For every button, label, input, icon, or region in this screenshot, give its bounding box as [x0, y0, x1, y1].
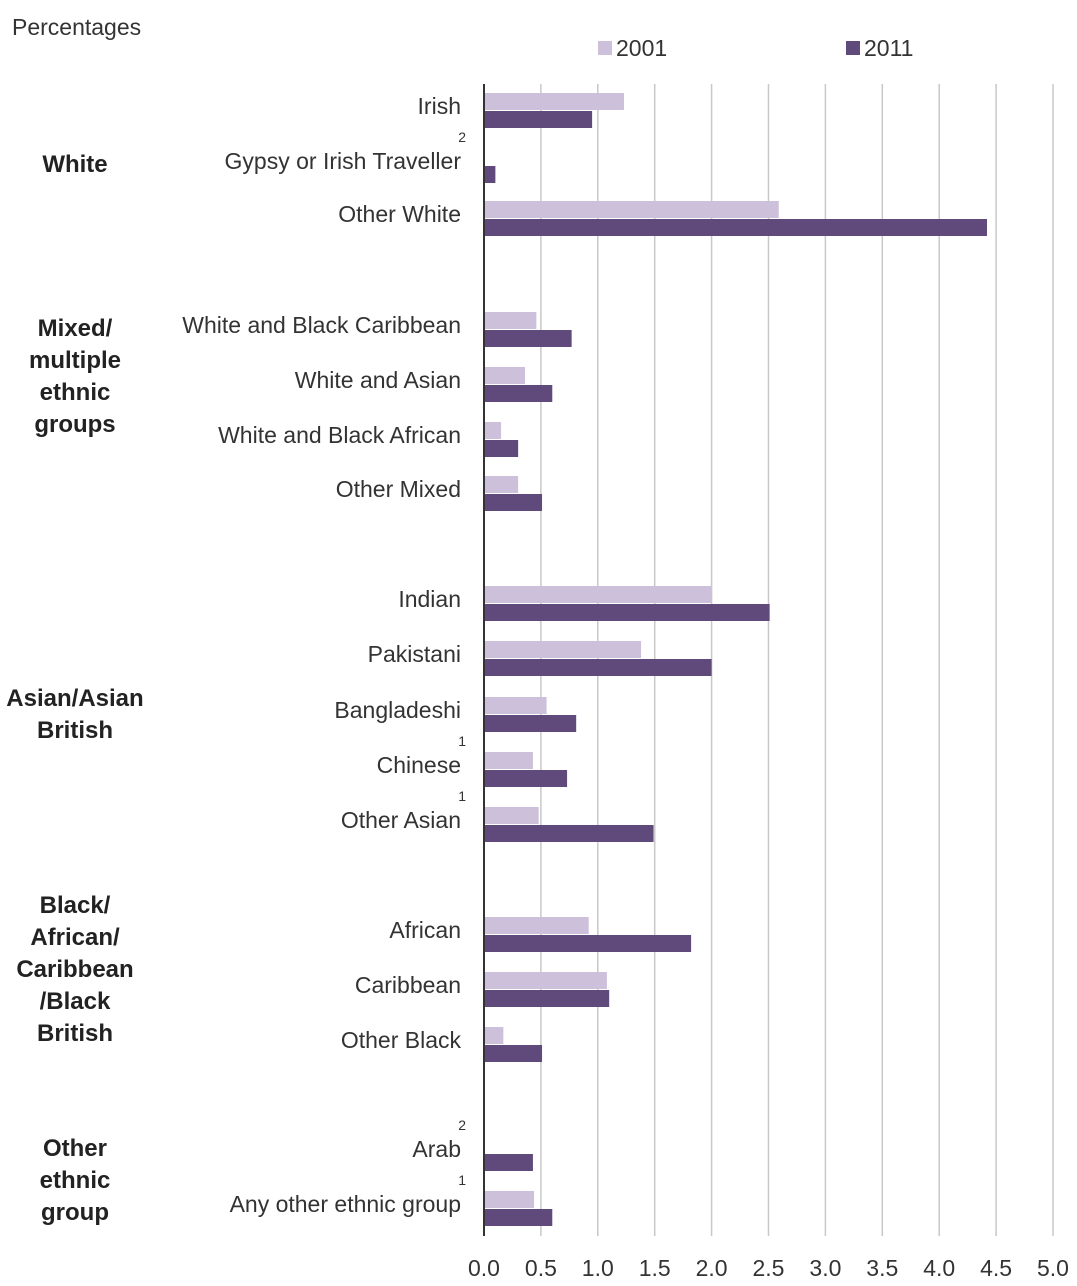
- footnote-marker: 1: [458, 788, 466, 804]
- bar-2011: [485, 1045, 543, 1062]
- footnote-marker: 2: [458, 129, 466, 145]
- x-tick-label: 3.5: [866, 1255, 898, 1281]
- bar-2001: [485, 312, 537, 329]
- legend-label-2001: 2001: [616, 34, 668, 61]
- x-tick-label: 4.5: [980, 1255, 1012, 1281]
- bar-2001: [485, 641, 642, 658]
- legend-label-2011: 2011: [864, 34, 914, 61]
- category-label: White and Black African: [218, 422, 461, 448]
- x-tick-label: 1.0: [582, 1255, 614, 1281]
- legend-item-2011: 2011: [846, 34, 913, 62]
- bar-2001: [485, 1191, 535, 1208]
- category-label: Caribbean: [355, 972, 461, 998]
- bar-2001: [485, 972, 607, 989]
- bar-2011: [485, 166, 496, 183]
- legend-item-2001: 2001: [598, 34, 667, 62]
- category-label: Pakistani: [368, 641, 461, 667]
- group-label: White: [42, 151, 107, 178]
- group-label: Mixed/: [38, 315, 113, 342]
- category-label: Any other ethnic group: [230, 1191, 461, 1217]
- bar-2011: [485, 770, 568, 787]
- category-label: Arab: [412, 1136, 461, 1162]
- category-label: African: [389, 917, 461, 943]
- x-tick-label: 3.0: [809, 1255, 841, 1281]
- bar-2001: [485, 586, 712, 603]
- x-tick-label: 0.5: [525, 1255, 557, 1281]
- group-label: British: [37, 1020, 113, 1047]
- bar-2011: [485, 935, 692, 952]
- category-label: White and Asian: [295, 367, 461, 393]
- category-label: Chinese: [377, 752, 461, 778]
- x-tick-label: 2.0: [696, 1255, 728, 1281]
- category-label: Other Mixed: [336, 476, 461, 502]
- bar-2011: [485, 494, 543, 511]
- category-label: Other White: [338, 201, 461, 227]
- bar-2011: [485, 219, 987, 236]
- bar-2001: [485, 917, 589, 934]
- x-tick-label: 1.5: [639, 1255, 671, 1281]
- group-label: British: [37, 717, 113, 744]
- x-tick-label: 2.5: [753, 1255, 785, 1281]
- category-label: Other Asian: [341, 807, 461, 833]
- x-tick-label: 4.0: [923, 1255, 955, 1281]
- bar-2011: [485, 715, 577, 732]
- bar-2011: [485, 330, 572, 347]
- x-tick-label: 0.0: [468, 1255, 500, 1281]
- group-label: Asian/Asian: [6, 685, 143, 712]
- group-label: African/: [30, 924, 120, 951]
- legend-swatch-2011: [846, 41, 860, 55]
- bar-2011: [485, 440, 519, 457]
- y-axis-unit-label: Percentages: [12, 14, 142, 40]
- group-label: Black/: [40, 892, 111, 919]
- group-label: Other: [43, 1135, 107, 1162]
- group-label: groups: [34, 411, 115, 438]
- group-label: ethnic: [40, 379, 111, 406]
- bar-2001: [485, 807, 539, 824]
- bar-2001: [485, 476, 519, 493]
- bar-2011: [485, 1154, 533, 1171]
- category-label: Irish: [418, 93, 461, 119]
- bar-2011: [485, 990, 610, 1007]
- group-label: /Black: [40, 988, 111, 1015]
- bar-2001: [485, 367, 525, 384]
- bar-2001: [485, 752, 533, 769]
- category-label: Bangladeshi: [334, 697, 461, 723]
- bar-2011: [485, 1209, 553, 1226]
- group-label: ethnic: [40, 1167, 111, 1194]
- bar-2011: [485, 825, 654, 842]
- category-label: Indian: [398, 586, 461, 612]
- bar-2011: [485, 659, 712, 676]
- category-label: White and Black Caribbean: [182, 312, 461, 338]
- footnote-marker: 2: [458, 1117, 466, 1133]
- footnote-marker: 1: [458, 1172, 466, 1188]
- bar-2001: [485, 1027, 504, 1044]
- bar-2001: [485, 697, 547, 714]
- bar-2001: [485, 201, 779, 218]
- footnote-marker: 1: [458, 733, 466, 749]
- category-label: Other Black: [341, 1027, 462, 1053]
- legend-swatch-2001: [598, 41, 612, 55]
- bar-2001: [485, 422, 502, 439]
- group-label: multiple: [29, 347, 121, 374]
- bar-2011: [485, 604, 770, 621]
- bar-2011: [485, 385, 553, 402]
- group-label: Caribbean: [16, 956, 133, 983]
- bar-2001: [485, 93, 624, 110]
- category-label: Gypsy or Irish Traveller: [225, 148, 462, 174]
- bar-2011: [485, 111, 593, 128]
- group-label: group: [41, 1199, 109, 1226]
- x-tick-label: 5.0: [1037, 1255, 1069, 1281]
